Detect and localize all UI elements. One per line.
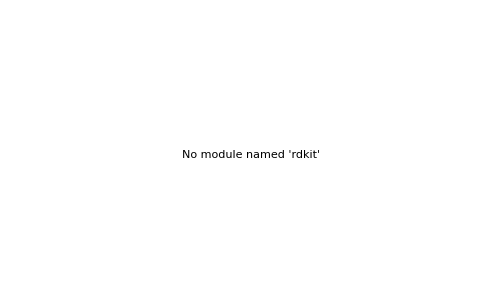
Text: No module named 'rdkit': No module named 'rdkit' xyxy=(182,150,320,159)
